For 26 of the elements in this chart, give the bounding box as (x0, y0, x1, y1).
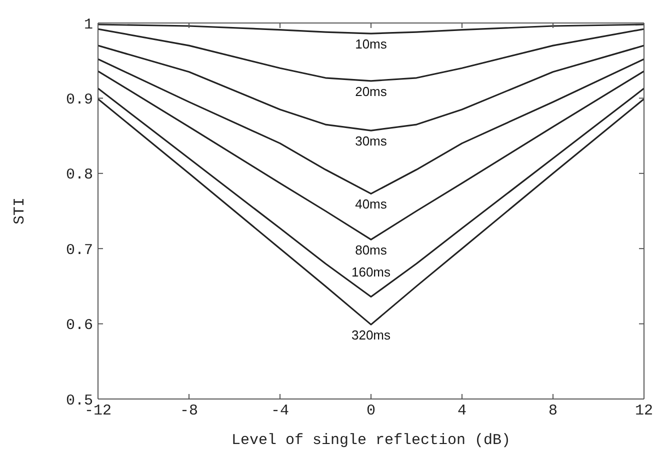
x-tick-label: -8 (180, 402, 198, 420)
x-tick-label: -4 (270, 402, 290, 420)
y-tick-label: 0.6 (66, 317, 93, 334)
line-series (98, 70, 644, 240)
y-tick-label: 0.8 (66, 166, 93, 184)
x-tick-label: 8 (548, 402, 558, 420)
x-tick-label: 0 (366, 402, 376, 420)
y-tick-label: 0.5 (66, 392, 93, 410)
x-tick-label: 12 (634, 402, 654, 420)
series-label: 20ms (355, 84, 388, 99)
y-tick-label: 1 (84, 16, 93, 34)
series-label: 30ms (355, 134, 388, 149)
series-label: 160ms (351, 264, 392, 280)
y-tick-label: 0.7 (66, 242, 93, 259)
x-axis-title: Level of single reflection (dB) (231, 432, 511, 449)
x-tick-label: 4 (457, 402, 467, 420)
series-label: 80ms (355, 242, 388, 258)
series-label: 10ms (355, 36, 388, 52)
series-label: 40ms (355, 196, 388, 212)
line-series (98, 98, 644, 326)
series-label: 320ms (351, 328, 392, 343)
line-series (98, 58, 644, 195)
line-series (98, 28, 644, 82)
y-axis-title: STI (11, 197, 28, 225)
line-series (98, 88, 644, 298)
y-tick-label: 0.9 (66, 92, 93, 109)
